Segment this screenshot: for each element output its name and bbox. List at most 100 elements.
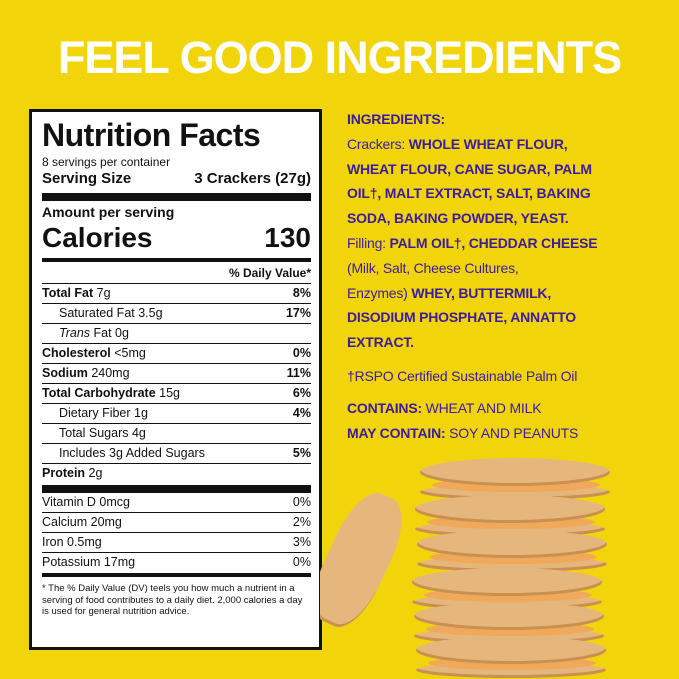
nutrient-amount: <5mg [110, 346, 146, 360]
nutrient-name: Total Fat [42, 286, 94, 300]
ingredient-text: INGREDIENTS: [347, 111, 445, 127]
vitamin-row: Iron 0.5mg 3% [42, 533, 311, 553]
cracker [416, 636, 606, 664]
nutrient-row: Saturated Fat 3.5g 17% [42, 304, 311, 324]
may-contain-label: MAY CONTAIN: [347, 424, 446, 441]
ingredient-text: DISODIUM PHOSPHATE, ANNATTO [347, 309, 576, 326]
ingredients-line: EXTRACT. [347, 330, 672, 355]
vitamin-row: Potassium 17mg 0% [42, 553, 311, 572]
nutrition-facts-title: Nutrition Facts [42, 117, 261, 153]
footnote: * The % Daily Value (DV) teels you how m… [42, 583, 303, 617]
vitamin-daily-value: 0% [292, 555, 311, 569]
rspo-note: †RSPO Certified Sustainable Palm Oil [347, 367, 578, 384]
nutrient-label: Trans Fat 0g [42, 324, 129, 343]
nutrient-row: Cholesterol <5mg 0% [42, 344, 311, 364]
divider-medium [42, 573, 311, 577]
vitamin-name: Potassium 17mg [42, 555, 136, 569]
nutrient-label: Protein 2g [42, 464, 102, 483]
nutrient-name: Sodium [42, 366, 88, 380]
nutrient-name: Saturated Fat 3.5g [59, 306, 163, 320]
vitamin-daily-value: 2% [292, 515, 311, 529]
nutrient-daily-value: 17% [285, 306, 311, 320]
vitamin-row: Vitamin D 0mcg 0% [42, 493, 311, 513]
vitamin-name: Vitamin D 0mcg [42, 495, 130, 509]
vitamin-daily-value: 3% [292, 535, 311, 549]
servings-per-container: 8 servings per container [42, 155, 171, 169]
nutrient-row: Dietary Fiber 1g 4% [42, 404, 311, 424]
ingredients-line: INGREDIENTS: [347, 107, 672, 132]
ingredient-text: EXTRACT. [347, 334, 414, 351]
vitamin-name: Calcium 20mg [42, 515, 122, 529]
ingredients-line: (Milk, Salt, Cheese Cultures, [347, 256, 672, 281]
leaning-cracker [320, 483, 415, 637]
nutrient-name: Total Sugars 4g [59, 426, 146, 440]
nutrient-name: Cholesterol [42, 346, 111, 360]
cracker [420, 458, 610, 486]
divider-medium [42, 258, 311, 262]
may-contain-value: SOY AND PEANUTS [445, 424, 579, 441]
nutrient-row: Protein 2g [42, 464, 311, 483]
serving-size: Serving Size 3 Crackers (27g) [42, 169, 311, 189]
ingredient-text: (Milk, Salt, Cheese Cultures, [347, 259, 519, 276]
calories-label: Calories [42, 222, 153, 253]
nutrient-daily-value: 6% [292, 386, 311, 400]
cracker [415, 495, 605, 523]
headline: FEEL GOOD INGREDIENTS [0, 28, 679, 88]
amount-per-serving: Amount per serving [42, 204, 175, 220]
nutrient-label: Dietary Fiber 1g [42, 404, 148, 423]
ingredient-text: WHEY, BUTTERMILK, [411, 284, 552, 301]
ingredient-text: Enzymes) [347, 284, 412, 301]
ingredients-panel: INGREDIENTS: Crackers: WHOLE WHEAT FLOUR,… [347, 107, 672, 445]
nutrient-amount: 240mg [87, 366, 130, 380]
ingredients-line: DISODIUM PHOSPHATE, ANNATTO [347, 305, 672, 330]
nutrient-daily-value: 0% [292, 346, 311, 360]
contains-label: CONTAINS: [347, 399, 422, 416]
ingredient-text: Crackers: [347, 135, 409, 152]
ingredients-line: Crackers: WHOLE WHEAT FLOUR, [347, 132, 672, 157]
nutrient-daily-value: 4% [292, 406, 311, 420]
nutrient-name: Total Carbohydrate [42, 386, 156, 400]
ingredients-line: OIL†, MALT EXTRACT, SALT, BAKING [347, 181, 672, 206]
nutrient-amount: 15g [155, 386, 181, 400]
ingredients-line: WHEAT FLOUR, CANE SUGAR, PALM [347, 157, 672, 182]
vitamin-row: Calcium 20mg 2% [42, 513, 311, 533]
headline-text: FEEL GOOD INGREDIENTS [57, 32, 622, 83]
nutrient-amount: Fat 0g [90, 326, 129, 340]
nutrient-row: Total Carbohydrate 15g 6% [42, 384, 311, 404]
ingredients-line: Filling: PALM OIL†, CHEDDAR CHEESE [347, 231, 672, 256]
nutrition-facts-label: Nutrition Facts 8 servings per container… [29, 109, 322, 650]
ingredient-text: PALM OIL†, CHEDDAR CHEESE [389, 234, 598, 251]
nutrient-daily-value: 8% [292, 286, 311, 300]
divider-thick [42, 485, 311, 493]
ingredient-text: OIL†, MALT EXTRACT, SALT, BAKING [347, 185, 591, 202]
serving-size-value: 3 Crackers (27g) [194, 170, 311, 187]
nutrient-label: Cholesterol <5mg [42, 344, 146, 363]
cracker-sandwich-stack-image [320, 450, 620, 679]
vitamin-daily-value: 0% [292, 495, 311, 509]
ingredient-text: Filling: [347, 234, 390, 251]
nutrient-row: Includes 3g Added Sugars 5% [42, 444, 311, 464]
calories-value: 130 [264, 222, 311, 253]
contains-line: CONTAINS: WHEAT AND MILK [347, 396, 672, 421]
vitamin-name: Iron 0.5mg [42, 535, 102, 549]
nutrient-daily-value: 11% [286, 366, 311, 380]
nutrient-name: Protein [42, 466, 86, 480]
nutrient-row: Total Fat 7g 8% [42, 284, 311, 304]
nutrient-amount: 7g [93, 286, 111, 300]
nutrient-label: Includes 3g Added Sugars [42, 444, 205, 463]
nutrient-label: Total Carbohydrate 15g [42, 384, 180, 403]
nutrient-row: Trans Fat 0g [42, 324, 311, 344]
ingredient-text: WHEAT FLOUR, CANE SUGAR, PALM [347, 160, 592, 177]
nutrient-amount: 2g [85, 466, 103, 480]
serving-size-label: Serving Size [42, 170, 132, 187]
cracker [412, 568, 602, 596]
ingredients-line: Enzymes) WHEY, BUTTERMILK, [347, 281, 672, 306]
ingredients-line: SODA, BAKING POWDER, YEAST. [347, 206, 672, 231]
may-contain-line: MAY CONTAIN: SOY AND PEANUTS [347, 421, 672, 446]
ingredient-text: SODA, BAKING POWDER, YEAST. [347, 210, 569, 227]
divider-thick [42, 193, 311, 201]
calories: Calories 130 [42, 221, 311, 255]
daily-value-header: % Daily Value* [42, 264, 311, 284]
nutrient-label: Sodium 240mg [42, 364, 130, 383]
nutrient-name: Includes 3g Added Sugars [59, 446, 205, 460]
